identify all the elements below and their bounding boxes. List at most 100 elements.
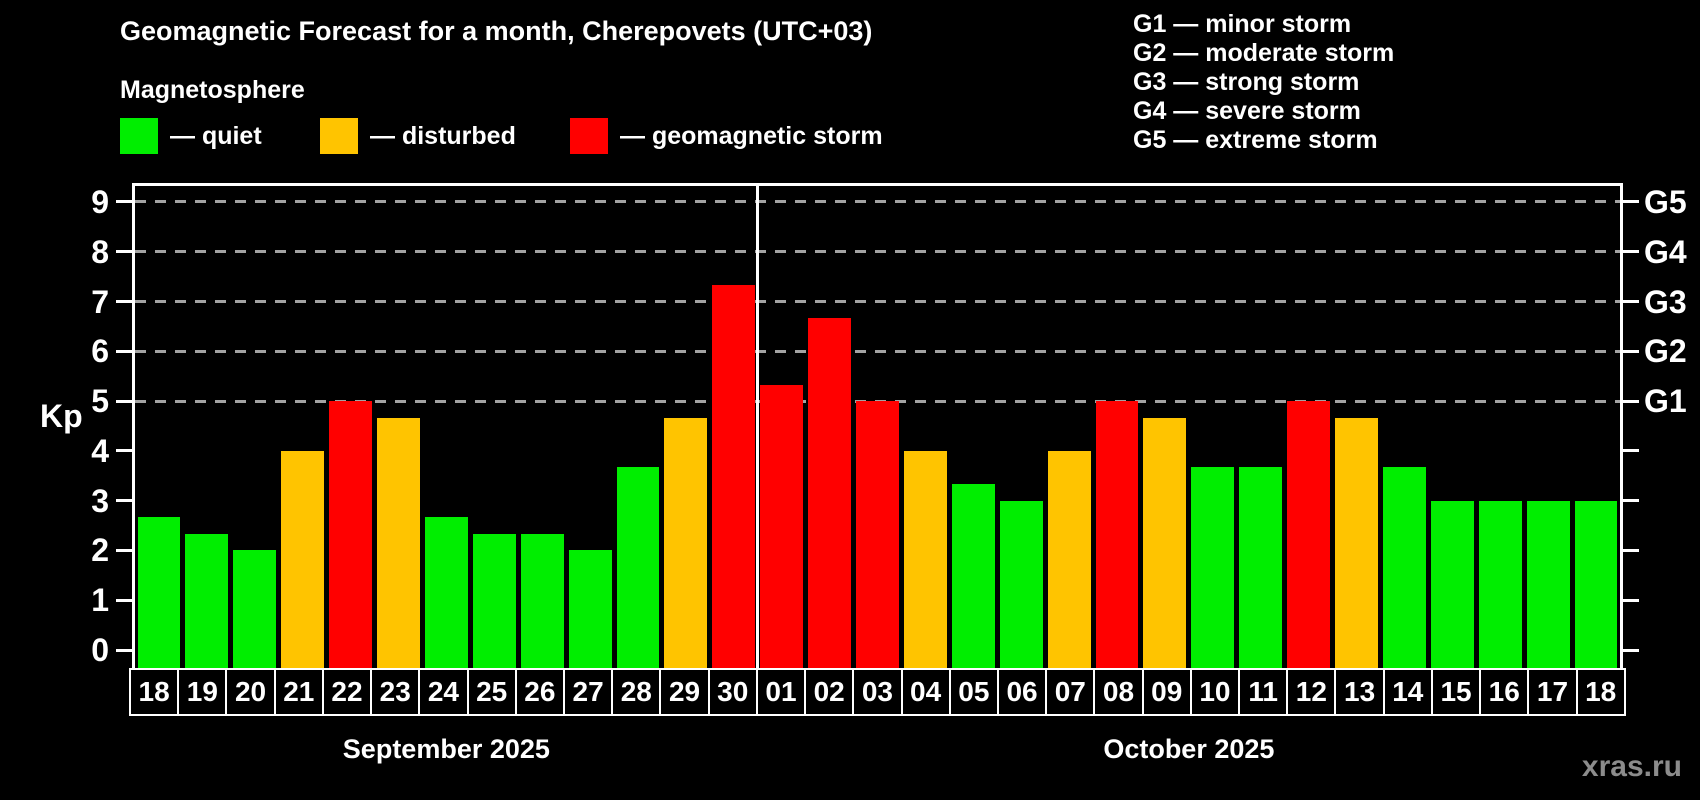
kp-bar-oct-15 xyxy=(1430,500,1474,668)
gridline-kp6 xyxy=(135,349,1620,353)
y-tick-label-0: 0 xyxy=(91,632,109,668)
left-tick-9 xyxy=(116,200,132,204)
date-cell-oct-04: 04 xyxy=(900,668,951,716)
storm-scale-legend: G1 — minor storm G2 — moderate storm G3 … xyxy=(1133,10,1394,155)
date-cell-sep-27: 27 xyxy=(562,668,614,716)
legend-item-storm: — geomagnetic storm xyxy=(570,118,883,154)
kp-bar-oct-17 xyxy=(1526,500,1570,668)
kp-bar-sep-22 xyxy=(329,401,372,668)
kp-bar-sep-30 xyxy=(712,285,756,668)
kp-bar-oct-09 xyxy=(1143,417,1187,668)
date-cell-oct-07: 07 xyxy=(1045,668,1096,716)
date-cell-sep-26: 26 xyxy=(514,668,565,716)
date-cell-sep-28: 28 xyxy=(611,668,662,716)
month-label-1: October 2025 xyxy=(1103,734,1275,764)
date-cell-oct-06: 06 xyxy=(996,668,1048,716)
gridline-kp8 xyxy=(135,250,1620,254)
kp-bar-oct-08 xyxy=(1095,401,1139,668)
date-cell-oct-11: 11 xyxy=(1238,668,1289,716)
left-tick-3 xyxy=(116,499,132,503)
kp-bar-oct-06 xyxy=(999,500,1043,668)
storm-scale-g3: G3 — strong storm xyxy=(1133,68,1360,96)
y-axis-title: Kp xyxy=(40,398,83,434)
date-cell-oct-17: 17 xyxy=(1527,668,1578,716)
kp-bar-oct-13 xyxy=(1335,417,1378,668)
kp-bar-oct-11 xyxy=(1239,467,1283,668)
date-cell-sep-25: 25 xyxy=(466,668,517,716)
right-tick-2 xyxy=(1623,548,1639,552)
right-axis-label-g2: G2 xyxy=(1644,333,1687,370)
date-cell-oct-02: 02 xyxy=(804,668,855,716)
left-tick-1 xyxy=(116,598,132,602)
kp-bar-oct-04 xyxy=(903,450,947,668)
kp-bar-oct-16 xyxy=(1478,500,1522,668)
disturbed-color-swatch xyxy=(320,118,358,154)
storm-scale-g2: G2 — moderate storm xyxy=(1133,39,1395,67)
left-tick-2 xyxy=(116,548,132,552)
right-axis-label-g5: G5 xyxy=(1644,183,1687,220)
date-cell-sep-22: 22 xyxy=(321,668,373,716)
right-tick-6 xyxy=(1623,349,1639,353)
kp-bar-oct-05 xyxy=(951,484,995,668)
date-cell-oct-14: 14 xyxy=(1382,668,1433,716)
kp-bar-oct-14 xyxy=(1382,467,1426,668)
kp-bar-sep-18 xyxy=(137,517,181,668)
kp-bar-oct-03 xyxy=(856,401,899,668)
left-tick-8 xyxy=(116,250,132,254)
date-cell-sep-20: 20 xyxy=(225,668,276,716)
kp-bar-oct-18 xyxy=(1574,500,1618,668)
kp-bar-sep-28 xyxy=(616,467,660,668)
y-tick-label-3: 3 xyxy=(91,482,109,519)
storm-scale-g4: G4 — severe storm xyxy=(1133,97,1361,125)
date-cell-oct-13: 13 xyxy=(1334,668,1385,716)
y-tick-label-8: 8 xyxy=(91,233,109,270)
kp-bar-sep-29 xyxy=(664,417,708,668)
kp-bar-sep-25 xyxy=(472,534,516,668)
legend-label-disturbed: — disturbed xyxy=(370,121,516,150)
date-cell-oct-08: 08 xyxy=(1093,668,1144,716)
date-cell-oct-09: 09 xyxy=(1141,668,1192,716)
left-tick-4 xyxy=(116,449,132,453)
left-tick-5 xyxy=(116,399,132,403)
watermark: xras.ru xyxy=(1581,750,1682,783)
kp-bar-sep-23 xyxy=(377,417,420,668)
right-tick-0 xyxy=(1623,648,1639,652)
right-tick-4 xyxy=(1623,449,1639,453)
storm-scale-g5: G5 — extreme storm xyxy=(1133,126,1378,154)
date-cell-sep-29: 29 xyxy=(659,668,710,716)
date-cell-oct-12: 12 xyxy=(1286,668,1337,716)
kp-bar-sep-27 xyxy=(568,550,612,668)
month-labels: September 2025 October 2025 xyxy=(132,730,1623,772)
y-tick-label-9: 9 xyxy=(91,183,109,220)
date-cell-oct-18: 18 xyxy=(1575,668,1626,716)
kp-bar-sep-24 xyxy=(424,517,468,668)
date-cell-sep-23: 23 xyxy=(370,668,421,716)
right-tick-7 xyxy=(1623,300,1639,304)
kp-bar-oct-12 xyxy=(1287,401,1331,668)
kp-bar-sep-26 xyxy=(520,534,564,668)
month-label-0: September 2025 xyxy=(342,734,550,764)
y-tick-label-2: 2 xyxy=(91,532,109,569)
right-tick-9 xyxy=(1623,200,1639,204)
date-cell-oct-15: 15 xyxy=(1430,668,1482,716)
storm-color-swatch xyxy=(570,118,608,154)
date-cell-sep-21: 21 xyxy=(273,668,324,716)
y-tick-label-7: 7 xyxy=(91,283,109,320)
kp-bar-oct-10 xyxy=(1191,467,1235,668)
y-tick-label-5: 5 xyxy=(91,383,109,420)
left-tick-0 xyxy=(116,648,132,652)
y-tick-label-6: 6 xyxy=(91,333,109,370)
kp-bar-sep-20 xyxy=(233,550,277,668)
plot-area: 0 1 2 3 4 5 G1 6 G2 7 G3 8 G4 9 G5 xyxy=(91,183,1687,668)
y-tick-label-4: 4 xyxy=(91,432,109,469)
right-tick-8 xyxy=(1623,250,1639,254)
legend-label-quiet: — quiet xyxy=(170,121,262,150)
right-axis-label-g4: G4 xyxy=(1644,233,1687,270)
gridline-kp7 xyxy=(135,300,1620,304)
kp-bar-sep-21 xyxy=(281,450,325,668)
right-tick-5 xyxy=(1623,399,1639,403)
left-tick-6 xyxy=(116,349,132,353)
kp-bar-oct-01 xyxy=(760,384,804,668)
kp-bar-oct-07 xyxy=(1047,450,1091,668)
